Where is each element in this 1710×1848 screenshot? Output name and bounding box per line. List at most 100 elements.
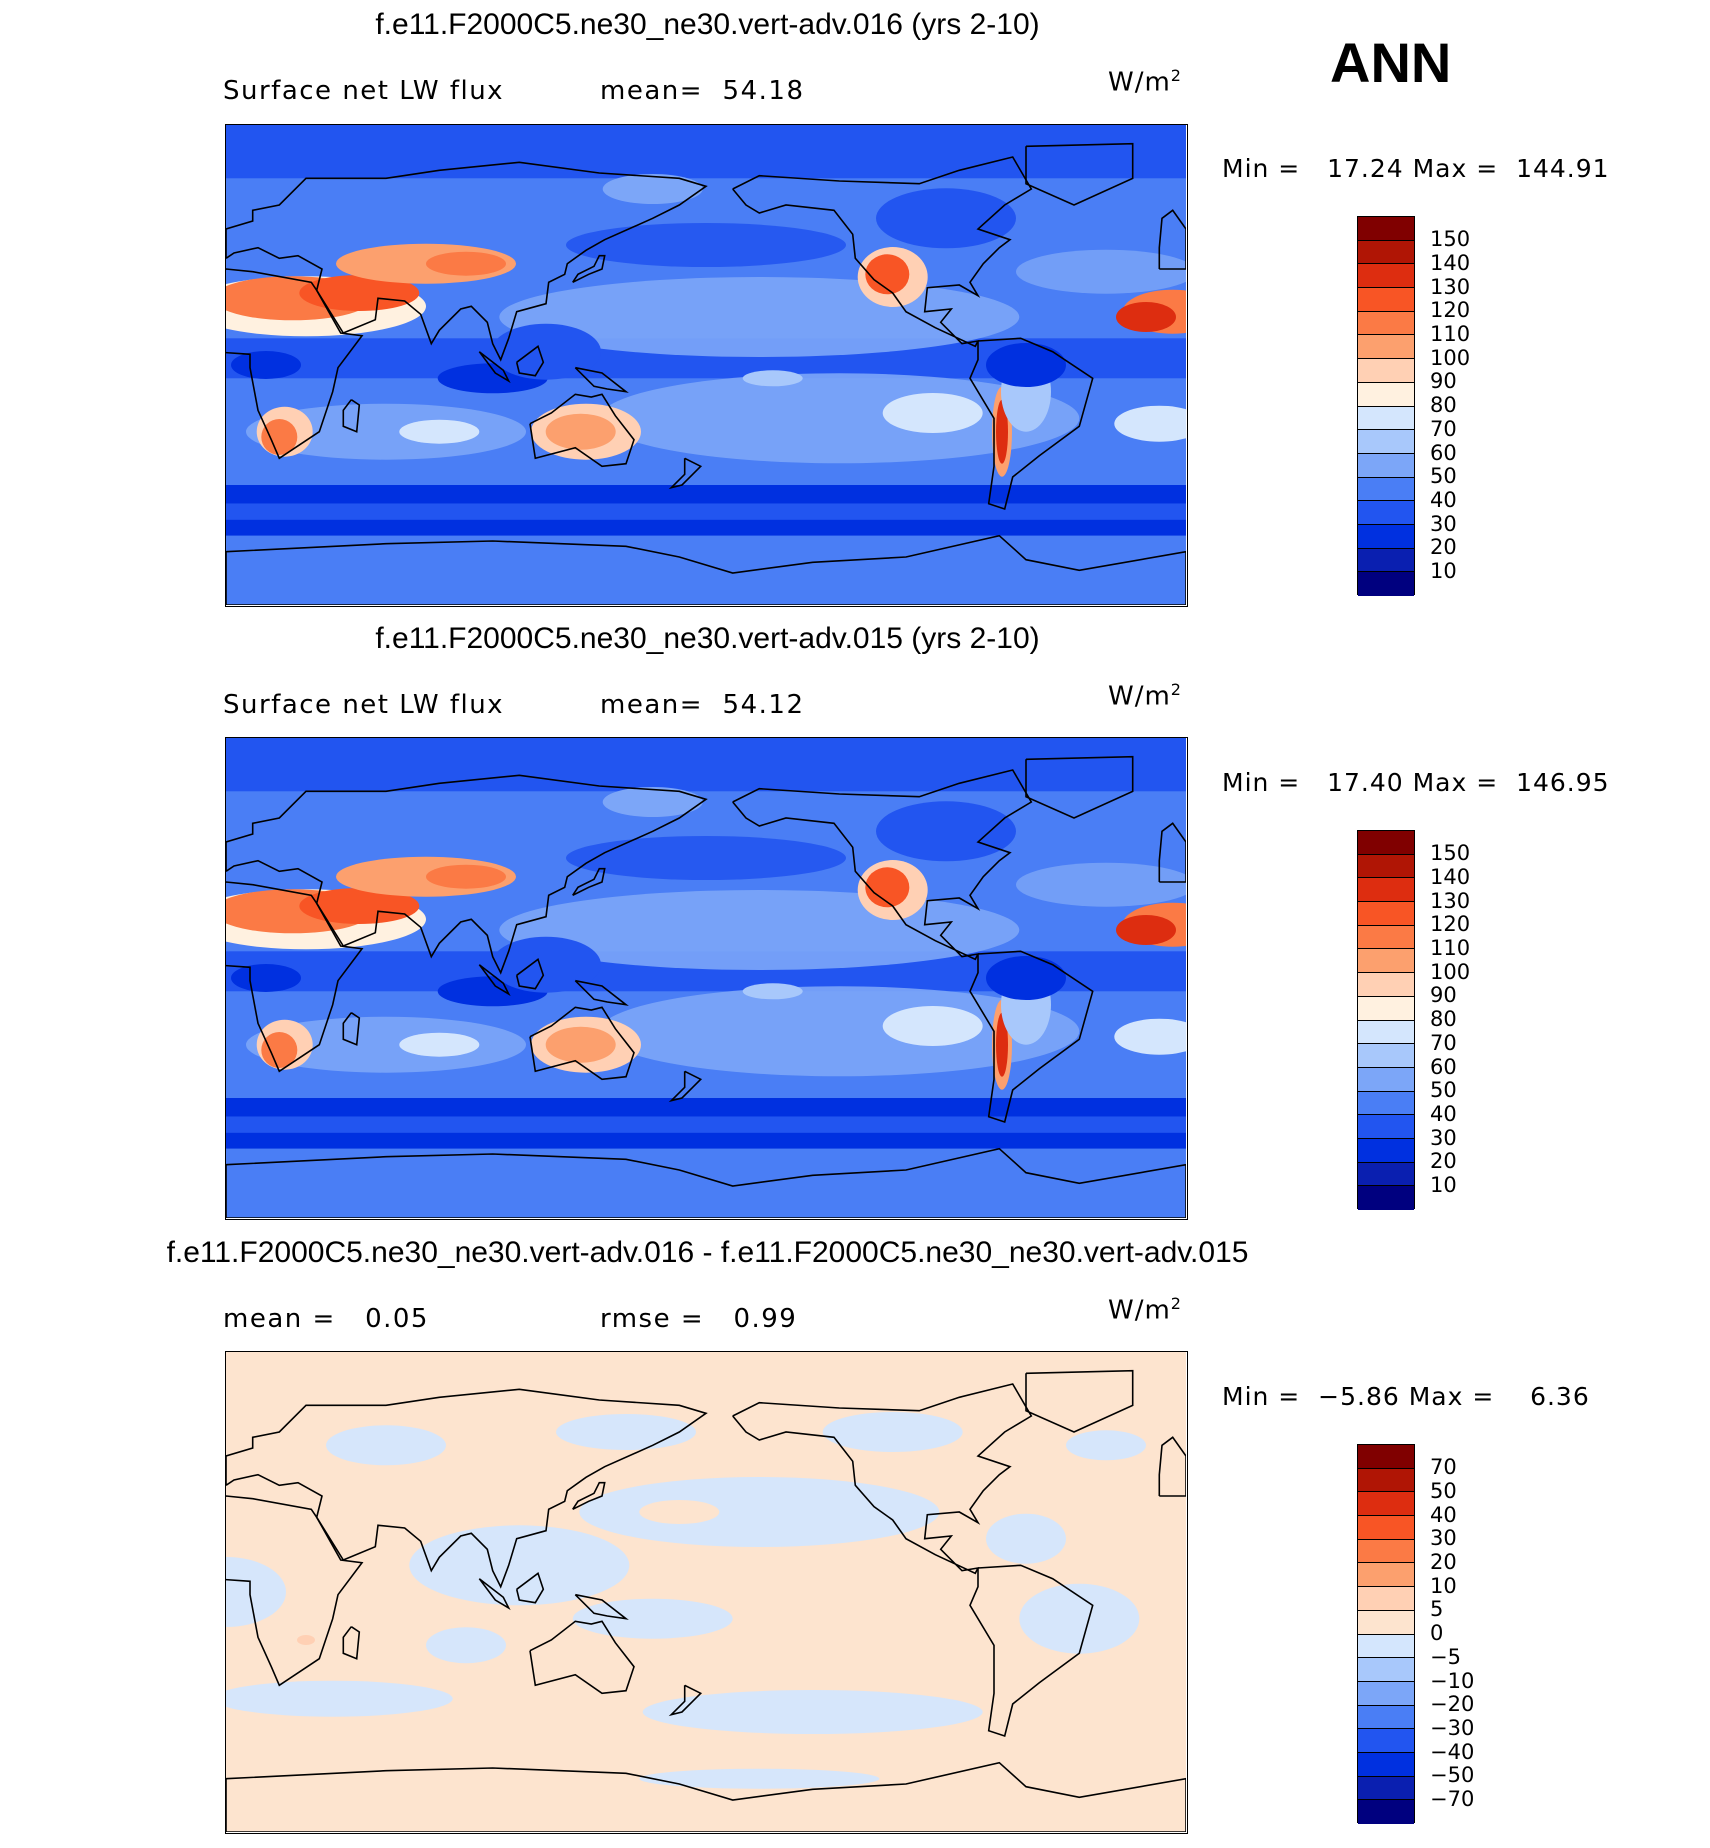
colorbar-tick-label: 40 bbox=[1430, 487, 1457, 512]
colorbar-tick-label: 30 bbox=[1430, 511, 1457, 536]
colorbar-swatch bbox=[1358, 925, 1414, 950]
colorbar-swatch bbox=[1358, 548, 1414, 573]
colorbar-tick-label: 10 bbox=[1430, 1173, 1457, 1197]
mean-label: mean = 0.05 bbox=[223, 1304, 429, 1334]
variable-label: Surface net LW flux bbox=[223, 690, 505, 720]
colorbar-swatch bbox=[1358, 1468, 1414, 1493]
colorbar-swatch bbox=[1358, 501, 1414, 525]
min-max-label: Min = 17.24 Max = 144.91 bbox=[1222, 154, 1610, 183]
colorbar-tick-label: 70 bbox=[1430, 1455, 1457, 1480]
mean-label: mean= 54.12 bbox=[600, 690, 805, 720]
colorbar-swatch bbox=[1358, 359, 1414, 383]
global-map bbox=[225, 124, 1188, 607]
units-label: W/m2 bbox=[1108, 1294, 1182, 1326]
units-label: W/m2 bbox=[1108, 66, 1182, 98]
colorbar-tick-label: 30 bbox=[1430, 1526, 1457, 1551]
colorbar-swatch bbox=[1358, 477, 1414, 502]
colorbar-swatch bbox=[1358, 1752, 1414, 1777]
panel-model-015: f.e11.F2000C5.ne30_ne30.vert-adv.015 (yr… bbox=[0, 622, 1710, 1234]
flux-field bbox=[226, 738, 1186, 1218]
units-label: W/m2 bbox=[1108, 680, 1182, 712]
colorbar-swatch bbox=[1358, 524, 1414, 549]
colorbar-tick-label: 150 bbox=[1430, 841, 1471, 866]
global-map bbox=[225, 1351, 1188, 1834]
colorbar-swatch bbox=[1358, 1186, 1414, 1210]
colorbar-swatch bbox=[1358, 1776, 1414, 1801]
colorbar-tick-label: 80 bbox=[1430, 393, 1457, 418]
colorbar-tick-label: 30 bbox=[1430, 1125, 1457, 1150]
colorbar bbox=[1357, 1444, 1415, 1824]
colorbar-swatch bbox=[1358, 288, 1414, 312]
colorbar-tick-label: 0 bbox=[1430, 1621, 1444, 1646]
min-max-label: Min = 17.40 Max = 146.95 bbox=[1222, 768, 1610, 797]
min-max-label: Min = −5.86 Max = 6.36 bbox=[1222, 1382, 1590, 1411]
colorbar-swatch bbox=[1358, 1705, 1414, 1730]
colorbar-tick-label: 5 bbox=[1430, 1597, 1444, 1622]
colorbar-tick-label: −70 bbox=[1430, 1787, 1475, 1811]
colorbar-tick-label: 90 bbox=[1430, 983, 1457, 1008]
colorbar-swatch bbox=[1358, 1044, 1414, 1068]
variable-label: Surface net LW flux bbox=[223, 76, 505, 106]
colorbar-tick-label: 20 bbox=[1430, 535, 1457, 560]
panel-title: f.e11.F2000C5.ne30_ne30.vert-adv.016 - f… bbox=[166, 1236, 1249, 1269]
flux-field bbox=[226, 1352, 1186, 1832]
colorbar-tick-label: −20 bbox=[1430, 1692, 1475, 1717]
colorbar-tick-label: 10 bbox=[1430, 1573, 1457, 1598]
colorbar-tick-label: 50 bbox=[1430, 1478, 1457, 1503]
colorbar-swatch bbox=[1358, 902, 1414, 926]
colorbar-swatch bbox=[1358, 1587, 1414, 1611]
colorbar-tick-label: 20 bbox=[1430, 1550, 1457, 1574]
panel-title: f.e11.F2000C5.ne30_ne30.vert-adv.016 (yr… bbox=[375, 8, 1040, 41]
colorbar-swatch bbox=[1358, 335, 1414, 360]
colorbar-tick-label: 140 bbox=[1430, 250, 1471, 275]
colorbar-swatch bbox=[1358, 1445, 1414, 1469]
colorbar-tick-label: −40 bbox=[1430, 1739, 1475, 1764]
colorbar-swatch bbox=[1358, 1516, 1414, 1540]
colorbar-swatch bbox=[1358, 1492, 1414, 1517]
colorbar-tick-label: −10 bbox=[1430, 1668, 1475, 1693]
colorbar-tick-label: 110 bbox=[1430, 322, 1471, 346]
colorbar-swatch bbox=[1358, 217, 1414, 241]
coastlines bbox=[226, 142, 1186, 605]
colorbar-tick-label: 70 bbox=[1430, 416, 1457, 441]
coastlines bbox=[226, 1369, 1186, 1832]
colorbar-tick-label: −50 bbox=[1430, 1763, 1475, 1788]
colorbar-tick-label: 50 bbox=[1430, 464, 1457, 489]
panel-model-016: f.e11.F2000C5.ne30_ne30.vert-adv.016 (yr… bbox=[0, 8, 1710, 620]
colorbar-swatch bbox=[1358, 311, 1414, 336]
global-map bbox=[225, 737, 1188, 1220]
colorbar-swatch bbox=[1358, 973, 1414, 997]
panel-difference: f.e11.F2000C5.ne30_ne30.vert-adv.016 - f… bbox=[0, 1236, 1710, 1848]
colorbar-swatch bbox=[1358, 453, 1414, 478]
colorbar-swatch bbox=[1358, 1162, 1414, 1187]
colorbar-tick-label: 10 bbox=[1430, 559, 1457, 583]
colorbar-tick-label: 110 bbox=[1430, 936, 1471, 960]
colorbar-swatch bbox=[1358, 878, 1414, 903]
colorbar-swatch bbox=[1358, 1634, 1414, 1659]
colorbar-tick-label: 60 bbox=[1430, 1054, 1457, 1079]
colorbar-swatch bbox=[1358, 1138, 1414, 1163]
colorbar-swatch bbox=[1358, 1020, 1414, 1045]
colorbar bbox=[1357, 216, 1415, 596]
colorbar-tick-label: 100 bbox=[1430, 345, 1471, 370]
season-label: ANN bbox=[1330, 31, 1452, 94]
colorbar-swatch bbox=[1358, 1658, 1414, 1682]
colorbar-swatch bbox=[1358, 996, 1414, 1021]
colorbar-tick-label: 40 bbox=[1430, 1101, 1457, 1126]
colorbar-swatch bbox=[1358, 240, 1414, 265]
colorbar-tick-label: 20 bbox=[1430, 1149, 1457, 1174]
colorbar-tick-label: 80 bbox=[1430, 1007, 1457, 1032]
coastlines bbox=[226, 755, 1186, 1218]
colorbar-swatch bbox=[1358, 949, 1414, 974]
colorbar-tick-label: 50 bbox=[1430, 1078, 1457, 1103]
colorbar-tick-label: 140 bbox=[1430, 864, 1471, 889]
colorbar-tick-label: 130 bbox=[1430, 274, 1471, 299]
colorbar-swatch bbox=[1358, 831, 1414, 855]
colorbar-tick-label: 70 bbox=[1430, 1030, 1457, 1055]
colorbar-tick-label: 150 bbox=[1430, 227, 1471, 252]
colorbar-tick-label: −5 bbox=[1430, 1644, 1461, 1669]
colorbar bbox=[1357, 830, 1415, 1210]
colorbar-swatch bbox=[1358, 1091, 1414, 1116]
colorbar-tick-label: 120 bbox=[1430, 912, 1471, 937]
colorbar-swatch bbox=[1358, 1681, 1414, 1706]
